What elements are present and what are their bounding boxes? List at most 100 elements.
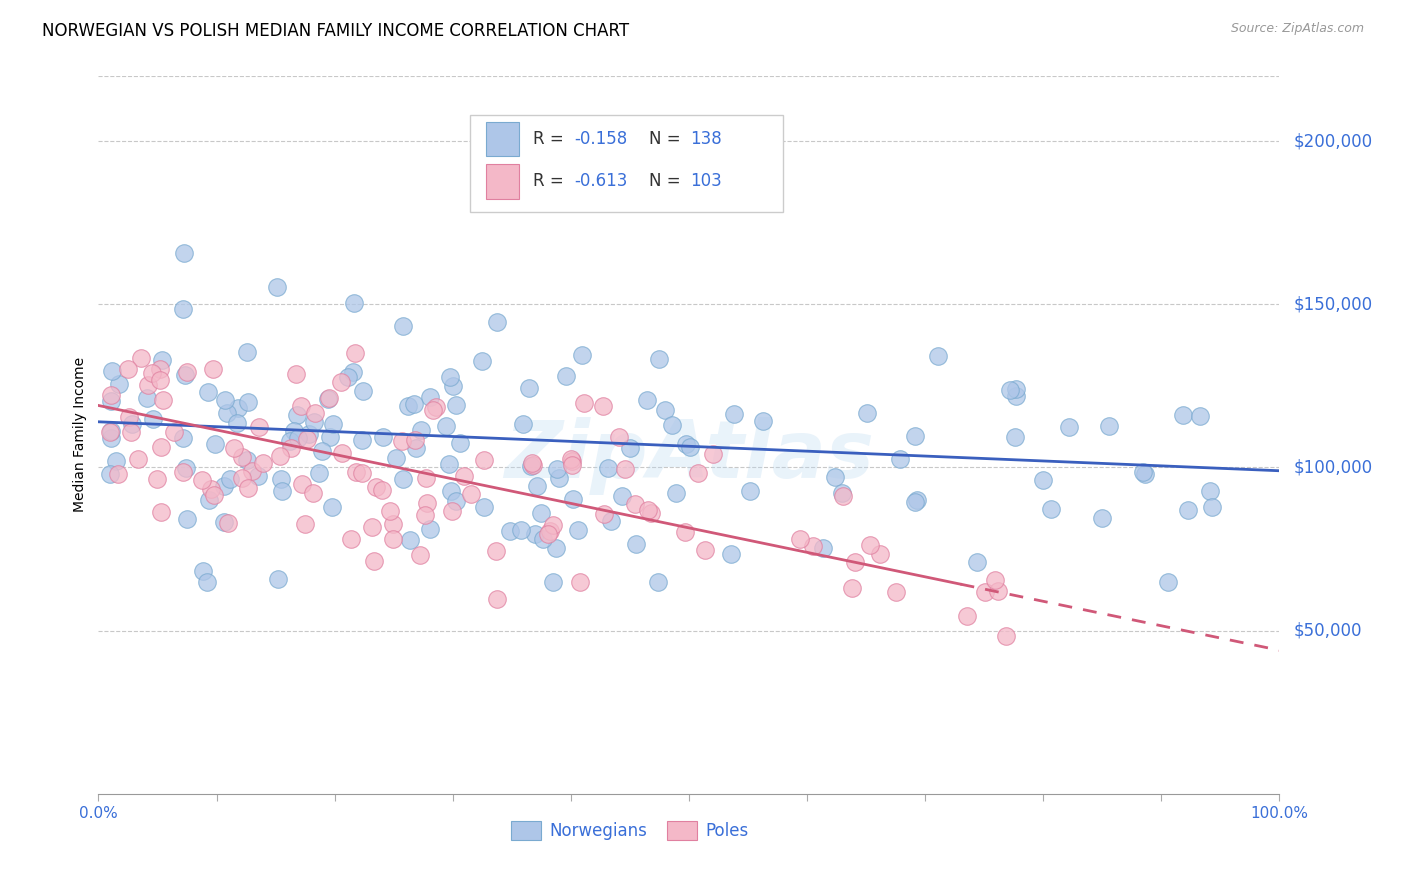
Point <box>269 450 291 464</box>
Point <box>290 400 312 414</box>
Point <box>150 352 173 367</box>
Point <box>460 487 482 501</box>
Point <box>522 458 544 472</box>
Point <box>352 384 374 398</box>
Point <box>831 489 853 503</box>
Point <box>673 525 696 540</box>
Text: R =: R = <box>533 130 569 148</box>
Point <box>217 406 239 420</box>
Text: Source: ZipAtlas.com: Source: ZipAtlas.com <box>1230 22 1364 36</box>
Point <box>905 493 928 508</box>
Point <box>381 516 404 531</box>
Point <box>520 458 543 473</box>
Point <box>450 436 472 450</box>
Point <box>174 461 197 475</box>
Point <box>955 608 977 623</box>
Point <box>302 415 325 429</box>
Point <box>1132 465 1154 479</box>
Point <box>236 394 259 409</box>
Point <box>399 533 422 547</box>
Point <box>636 392 658 407</box>
Point <box>1157 574 1180 589</box>
Point <box>446 398 468 412</box>
Point <box>238 481 260 495</box>
Point <box>752 414 775 428</box>
Point <box>844 555 866 569</box>
Point <box>811 541 834 555</box>
Point <box>197 492 219 507</box>
Point <box>270 484 292 499</box>
Point <box>640 506 662 520</box>
Point <box>856 406 879 420</box>
Point <box>623 497 645 511</box>
Point <box>218 472 240 486</box>
Point <box>512 417 534 432</box>
Point <box>176 366 198 380</box>
Point <box>889 452 911 467</box>
Point <box>283 424 305 438</box>
Legend: Norwegians, Poles: Norwegians, Poles <box>505 814 755 847</box>
Point <box>647 574 669 589</box>
Point <box>121 417 143 432</box>
Point <box>336 369 359 384</box>
Point <box>801 539 824 553</box>
Point <box>222 441 245 455</box>
Point <box>499 524 522 539</box>
Point <box>146 471 169 485</box>
Point <box>434 418 457 433</box>
Point <box>607 430 630 444</box>
Point <box>440 483 463 498</box>
Point <box>236 452 259 467</box>
Point <box>278 434 301 449</box>
Point <box>720 547 742 561</box>
Point <box>107 376 129 391</box>
Point <box>425 400 447 414</box>
Point <box>343 345 366 359</box>
Point <box>531 533 554 547</box>
Point <box>538 524 561 538</box>
Point <box>619 442 641 456</box>
Point <box>100 424 122 438</box>
Text: -0.613: -0.613 <box>575 172 627 190</box>
Point <box>396 399 419 413</box>
Point <box>285 408 308 422</box>
Point <box>191 473 214 487</box>
Point <box>149 373 172 387</box>
Point <box>202 487 225 501</box>
Point <box>284 367 307 381</box>
Point <box>546 461 568 475</box>
Point <box>98 467 121 481</box>
Point <box>596 460 619 475</box>
Point <box>172 301 194 316</box>
Point <box>329 376 352 390</box>
Text: ZipAtlas: ZipAtlas <box>503 417 875 495</box>
Point <box>343 296 366 310</box>
Text: R =: R = <box>533 172 569 190</box>
Text: -0.158: -0.158 <box>575 130 627 148</box>
Point <box>117 362 139 376</box>
Point <box>411 423 433 437</box>
Point <box>173 246 195 260</box>
Point <box>127 452 149 467</box>
Point <box>191 564 214 578</box>
Point <box>554 368 576 383</box>
Point <box>1098 419 1121 434</box>
Point <box>266 279 288 293</box>
Point <box>416 495 439 509</box>
FancyBboxPatch shape <box>486 164 519 199</box>
Point <box>287 431 309 445</box>
Point <box>135 392 157 406</box>
Text: NORWEGIAN VS POLISH MEDIAN FAMILY INCOME CORRELATION CHART: NORWEGIAN VS POLISH MEDIAN FAMILY INCOME… <box>42 22 630 40</box>
Point <box>441 504 464 518</box>
Point <box>637 503 659 517</box>
Text: $200,000: $200,000 <box>1294 132 1372 150</box>
Point <box>546 541 568 555</box>
Point <box>1004 430 1026 444</box>
Point <box>385 450 408 465</box>
Point <box>141 366 163 380</box>
Point <box>201 362 224 376</box>
Point <box>1091 510 1114 524</box>
Point <box>294 517 316 532</box>
Point <box>441 379 464 393</box>
Point <box>391 472 413 486</box>
